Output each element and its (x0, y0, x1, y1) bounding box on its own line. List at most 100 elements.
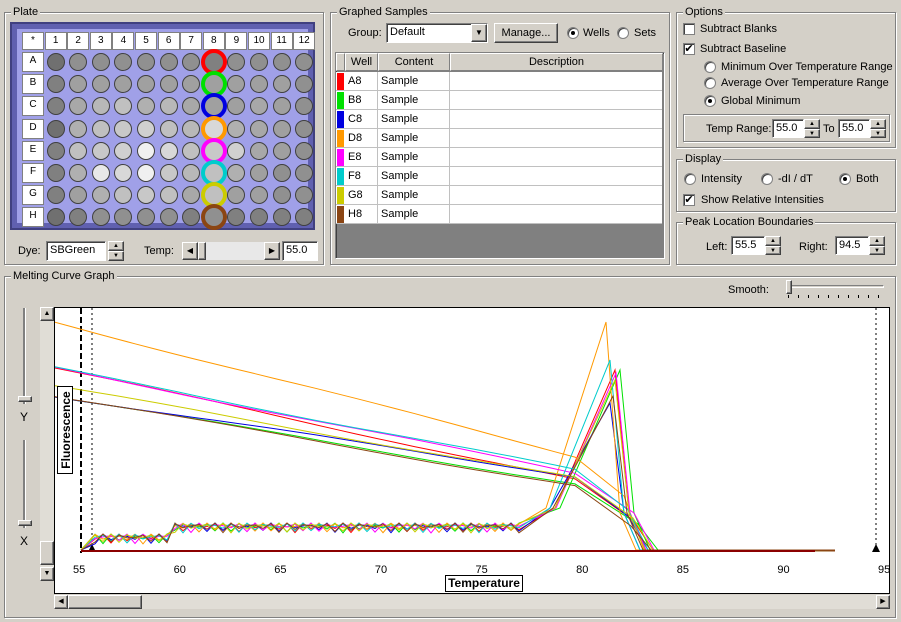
slider-thumb[interactable] (198, 242, 206, 260)
plate-well[interactable] (91, 186, 110, 205)
plate-row-header[interactable]: C (22, 96, 44, 117)
y-zoom-slider[interactable] (16, 308, 34, 404)
plate-row-header[interactable]: B (22, 74, 44, 95)
plate-well[interactable] (227, 75, 246, 94)
plate-well[interactable] (250, 53, 268, 71)
plate-well[interactable] (46, 53, 65, 71)
smooth-slider[interactable] (784, 280, 886, 300)
plate-well[interactable] (227, 141, 246, 160)
plate-well[interactable] (137, 97, 155, 116)
plate-col-header[interactable]: 5 (135, 32, 157, 50)
plate-well[interactable] (46, 141, 65, 160)
plate-well[interactable] (159, 53, 178, 71)
plate-well[interactable] (295, 97, 314, 116)
plate-well[interactable] (159, 75, 178, 94)
plate-well[interactable] (182, 119, 201, 138)
plate-well[interactable] (182, 53, 201, 71)
spin-up-icon[interactable]: ▲ (870, 119, 886, 129)
plate-well[interactable] (295, 208, 314, 227)
plate-well[interactable] (91, 119, 110, 138)
spin-up-icon[interactable]: ▲ (869, 236, 885, 246)
plate-well[interactable] (46, 75, 65, 94)
melting-curve-plot[interactable] (54, 307, 890, 594)
plate-well[interactable] (91, 164, 110, 182)
x-zoom-thumb[interactable] (18, 520, 32, 526)
scroll-up-icon[interactable]: ▲ (40, 307, 54, 321)
plate-well[interactable] (137, 186, 155, 205)
plate-well[interactable] (159, 164, 178, 182)
plate-well[interactable] (182, 75, 201, 94)
plate-well[interactable] (46, 164, 65, 182)
plate-well[interactable] (227, 208, 246, 227)
manage-button[interactable]: Manage... (494, 23, 558, 43)
plate-row-header[interactable]: A (22, 52, 44, 72)
temp-range-to-input[interactable]: 55.0 (838, 119, 870, 138)
subtract-blanks-checkbox[interactable] (683, 23, 695, 35)
plate-col-header[interactable]: 1 (44, 32, 67, 50)
plate-well[interactable] (137, 75, 155, 94)
plate-well[interactable] (227, 97, 246, 116)
spin-down-icon[interactable]: ▼ (804, 128, 820, 138)
y-zoom-thumb[interactable] (18, 396, 32, 402)
dl-dt-radio[interactable] (761, 173, 773, 185)
plate-well[interactable] (137, 164, 155, 182)
temp-range-from-input[interactable]: 55.0 (772, 119, 804, 138)
table-row[interactable]: G8 Sample (336, 186, 662, 205)
plate-row-header[interactable]: E (22, 140, 44, 161)
peak-left-spinner[interactable]: ▲ ▼ (765, 236, 781, 255)
table-row[interactable]: H8 Sample (336, 205, 662, 224)
intensity-radio[interactable] (684, 173, 696, 185)
plate-well[interactable] (272, 141, 291, 160)
scroll-down-icon[interactable]: ▼ (40, 567, 54, 581)
min-over-radio[interactable] (704, 61, 716, 73)
plate-well[interactable] (250, 164, 268, 182)
scroll-right-icon[interactable]: ▶ (876, 595, 890, 609)
smooth-slider-thumb[interactable] (786, 280, 792, 294)
plate-well[interactable] (91, 141, 110, 160)
table-row[interactable]: B8 Sample (336, 91, 662, 110)
plate-col-header[interactable]: 8 (202, 32, 225, 50)
peak-left-input[interactable]: 55.5 (731, 236, 765, 255)
plate-well[interactable] (200, 204, 227, 231)
plate-well[interactable] (295, 141, 314, 160)
plate-well[interactable] (159, 141, 178, 160)
plate-well[interactable] (159, 97, 178, 116)
plate-well[interactable] (91, 53, 110, 71)
plate-well[interactable] (137, 141, 155, 160)
spin-up-icon[interactable]: ▲ (108, 241, 124, 251)
plate-col-header[interactable]: 9 (225, 32, 248, 50)
slider-right-arrow-icon[interactable]: ▶ (264, 242, 280, 260)
plate-well[interactable] (69, 75, 88, 94)
plate-well[interactable] (159, 186, 178, 205)
table-row[interactable]: C8 Sample (336, 110, 662, 129)
plate-well[interactable] (137, 119, 155, 138)
plate-well[interactable] (114, 97, 133, 116)
plate-well[interactable] (137, 53, 155, 71)
plate-well[interactable] (114, 141, 133, 160)
plate-well[interactable] (250, 141, 268, 160)
sets-radio[interactable] (617, 27, 629, 39)
table-row[interactable]: D8 Sample (336, 129, 662, 148)
plate-well[interactable] (69, 97, 88, 116)
plate-well[interactable] (250, 75, 268, 94)
spin-down-icon[interactable]: ▼ (108, 251, 124, 261)
plate-well[interactable] (114, 75, 133, 94)
plate-well[interactable] (182, 186, 201, 205)
table-row[interactable]: E8 Sample (336, 148, 662, 167)
plate-well[interactable] (295, 119, 314, 138)
plate-well[interactable] (295, 186, 314, 205)
avg-over-radio[interactable] (704, 77, 716, 89)
plate-well[interactable] (69, 53, 88, 71)
peak-right-spinner[interactable]: ▲ ▼ (869, 236, 885, 255)
plate-well[interactable] (91, 75, 110, 94)
plate-well[interactable] (272, 186, 291, 205)
wells-radio[interactable] (567, 27, 579, 39)
plate-well[interactable] (250, 208, 268, 227)
spin-down-icon[interactable]: ▼ (870, 128, 886, 138)
plate-well[interactable] (250, 97, 268, 116)
plate-col-header[interactable]: 6 (157, 32, 180, 50)
plate-well[interactable] (182, 208, 201, 227)
plate-well[interactable] (272, 119, 291, 138)
plate-well[interactable] (272, 97, 291, 116)
plate-well[interactable] (295, 164, 314, 182)
